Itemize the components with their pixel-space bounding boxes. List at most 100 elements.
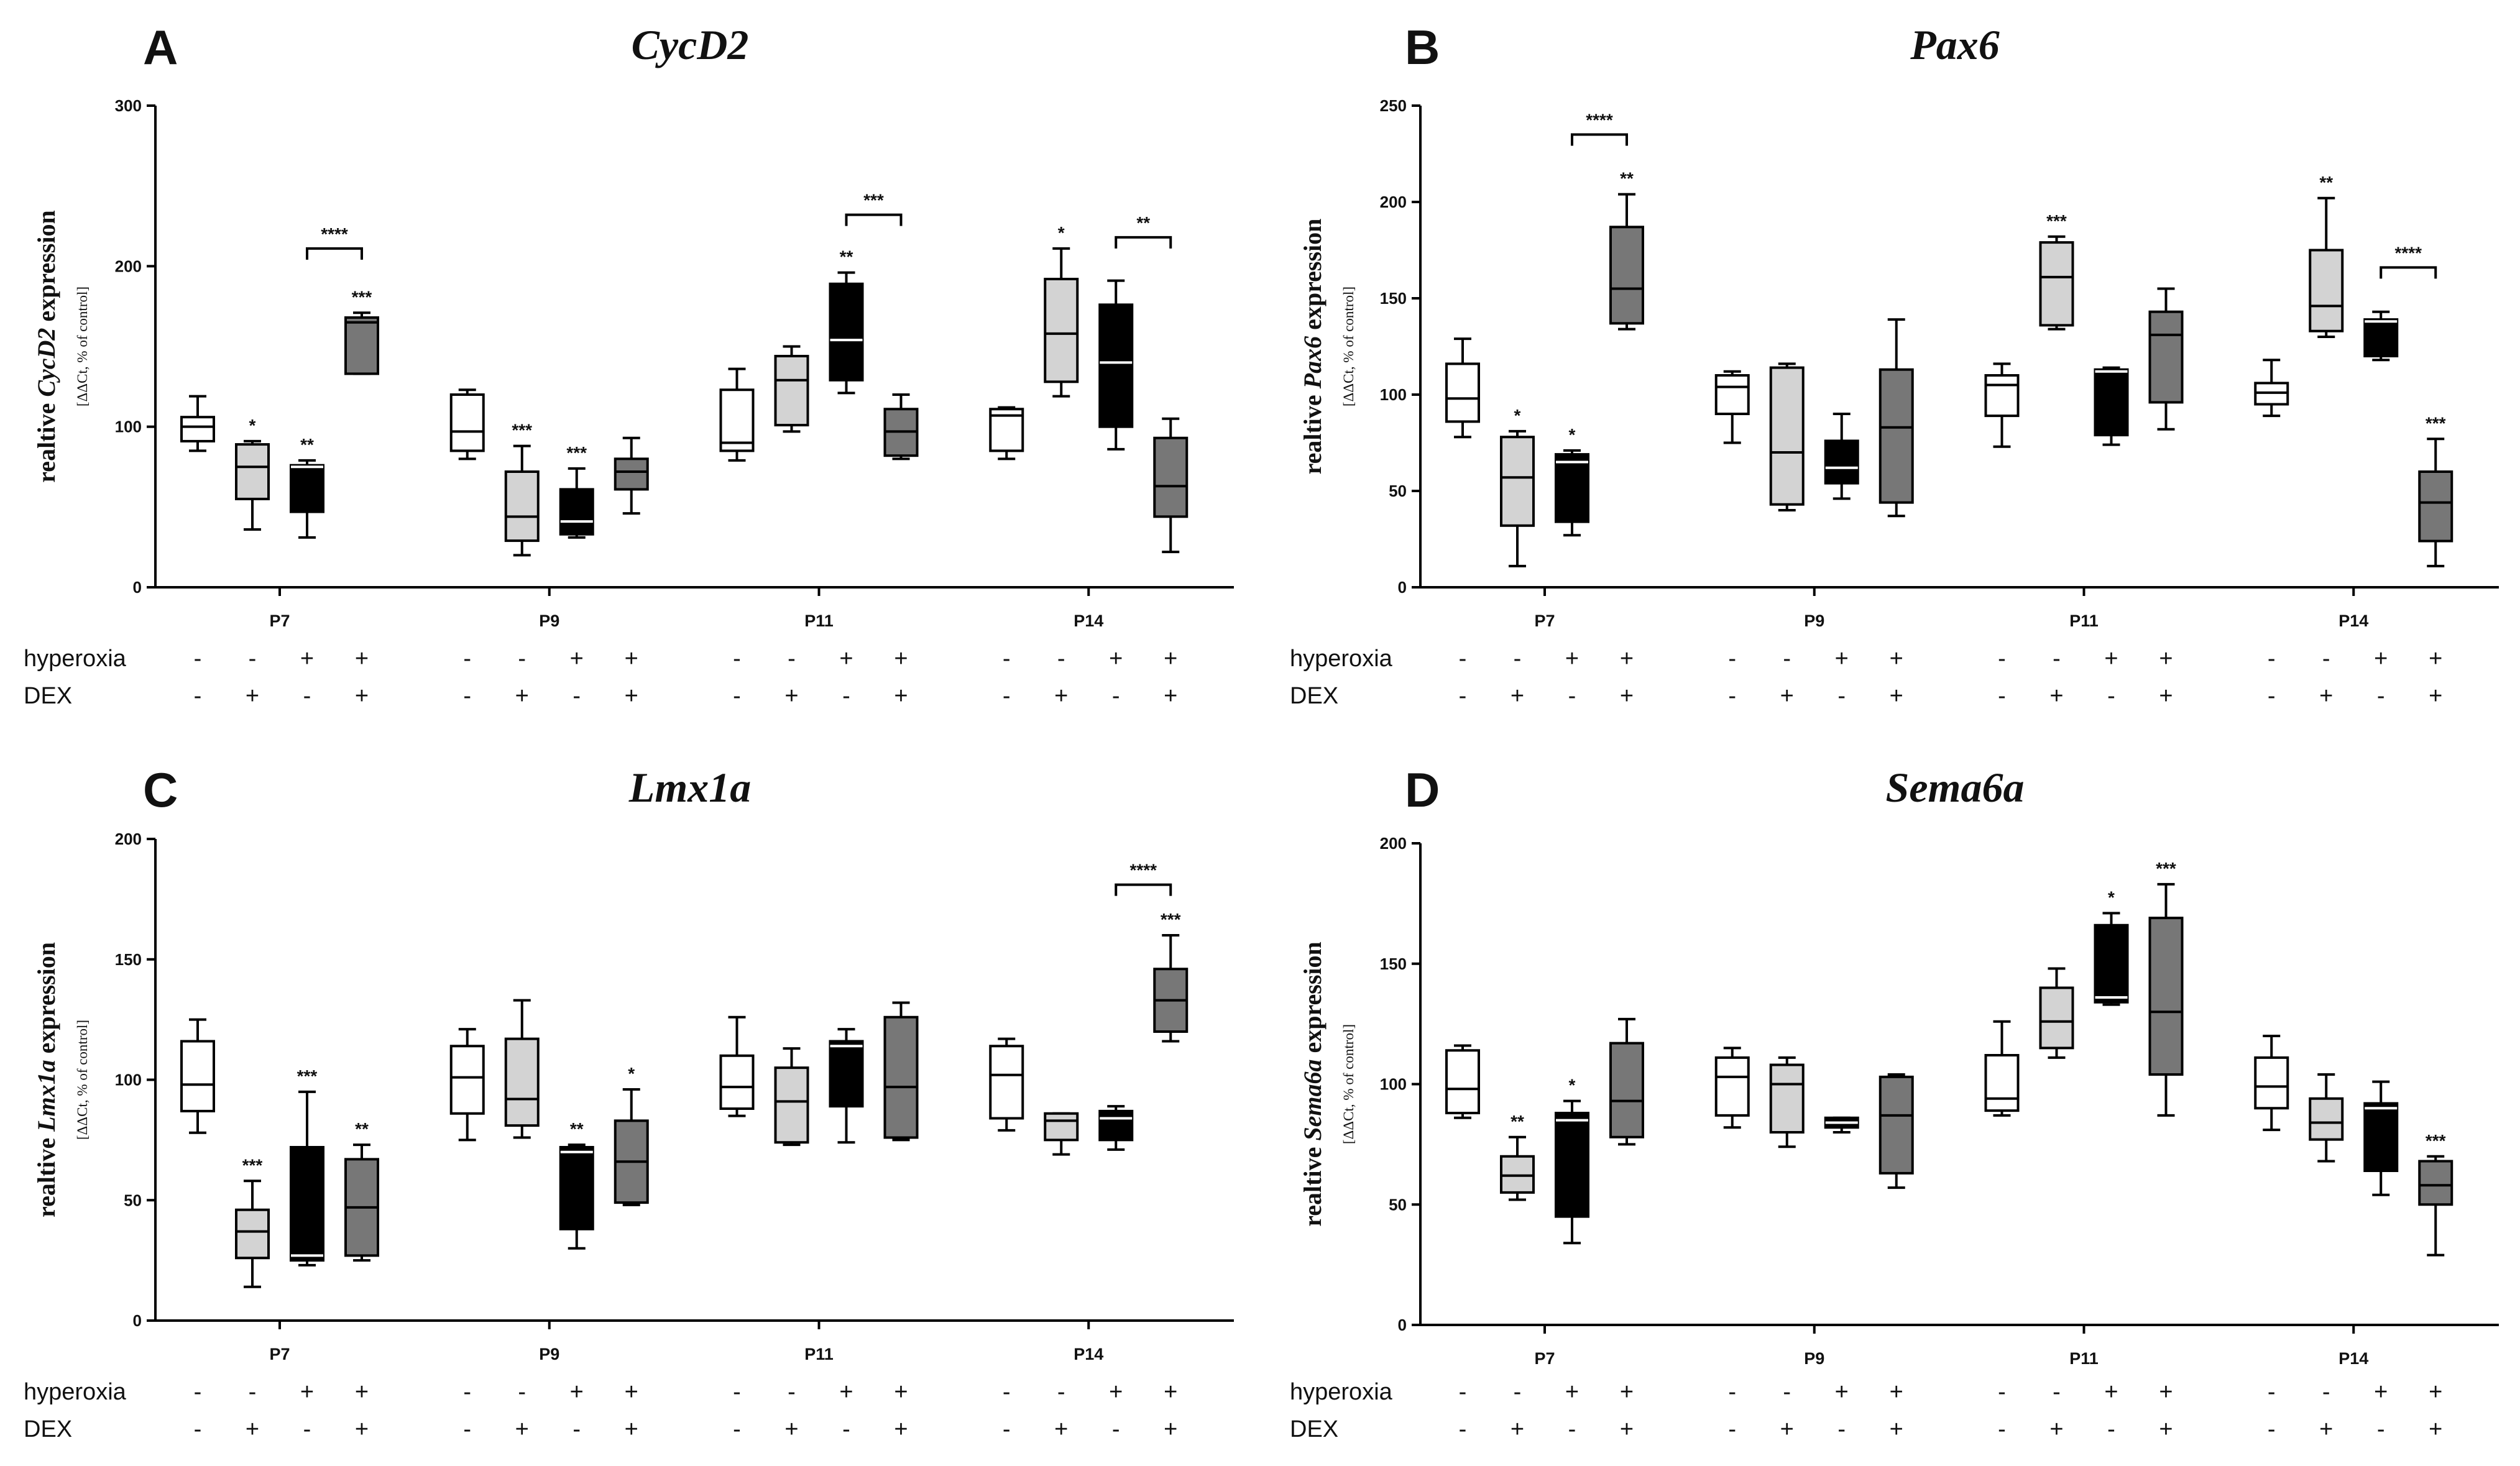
y-tick-label: 100 <box>1380 385 1407 404</box>
condition-sign: + <box>1835 646 1849 672</box>
box-P7-2: *** <box>235 1155 270 1288</box>
condition-sign: + <box>2374 1379 2388 1405</box>
condition-sign: - <box>2377 683 2385 709</box>
box-P7-2: * <box>1500 406 1535 567</box>
condition-sign: - <box>518 646 526 672</box>
box-iqr <box>559 488 594 536</box>
condition-sign: + <box>355 683 369 709</box>
condition-sign: - <box>2107 683 2115 709</box>
box-iqr <box>2094 923 2129 1004</box>
panel-letter: B <box>1405 20 1440 75</box>
box-iqr <box>1555 1112 1589 1218</box>
box-P14-2 <box>2309 1073 2344 1163</box>
condition-sign: - <box>303 683 311 709</box>
y-tick-label: 300 <box>115 96 142 115</box>
box-P7-4: ** <box>1609 169 1644 331</box>
significance-label: ** <box>355 1119 369 1138</box>
condition-sign: - <box>1998 683 2006 709</box>
box-P11-4 <box>2148 287 2184 431</box>
panel-title: Pax6 <box>1910 21 2000 68</box>
condition-sign: + <box>246 1416 259 1442</box>
condition-sign: - <box>2268 1416 2276 1442</box>
comparison-bracket: **** <box>306 224 363 260</box>
box-iqr <box>180 1040 215 1112</box>
box-iqr <box>1714 374 1750 415</box>
significance-label: * <box>628 1064 635 1083</box>
bracket-label: *** <box>863 191 884 210</box>
y-tick-label: 250 <box>1380 96 1407 115</box>
condition-sign: + <box>246 683 259 709</box>
condition-sign: + <box>355 1416 369 1442</box>
condition-sign: - <box>1459 1416 1467 1442</box>
y-tick-label: 150 <box>1380 289 1407 308</box>
bracket-label: ** <box>1136 213 1150 232</box>
condition-sign: + <box>894 683 908 709</box>
condition-sign: + <box>570 646 584 672</box>
box-iqr <box>2039 986 2074 1050</box>
condition-sign: + <box>355 1379 369 1405</box>
condition-sign: - <box>1998 646 2006 672</box>
condition-sign: - <box>1003 1379 1011 1405</box>
y-tick-label: 200 <box>115 257 142 275</box>
condition-sign: - <box>2322 1379 2330 1405</box>
y-tick-label: 0 <box>133 1311 142 1330</box>
condition-sign: - <box>2268 646 2276 672</box>
condition-sign: - <box>733 646 741 672</box>
box-P7-4 <box>1609 1017 1644 1146</box>
box-iqr <box>829 1040 864 1108</box>
condition-sign: - <box>1728 683 1736 709</box>
bracket-line <box>1115 236 1172 249</box>
box-P9-3 <box>1824 413 1859 500</box>
condition-sign: + <box>1164 1379 1177 1405</box>
significance-label: * <box>1569 425 1576 444</box>
box-iqr <box>2418 1160 2453 1206</box>
y-axis-unit: [ΔΔCt, % of control] <box>75 1020 90 1140</box>
condition-sign: - <box>1837 683 1846 709</box>
significance-label: ** <box>2319 173 2333 192</box>
y-axis-unit: [ΔΔCt, % of control] <box>1341 286 1356 406</box>
y-tick-label: 200 <box>1380 834 1407 853</box>
condition-sign: - <box>2053 1379 2061 1405</box>
condition-sign: - <box>2268 683 2276 709</box>
box-P9-1 <box>1714 370 1750 444</box>
box-P14-4: *** <box>2418 413 2453 567</box>
condition-sign: - <box>518 1379 526 1405</box>
condition-sign: + <box>1511 1416 1524 1442</box>
panel-title: CycD2 <box>632 21 749 68</box>
box-iqr <box>1500 436 1535 527</box>
box-iqr <box>1879 1075 1914 1175</box>
y-tick-label: 100 <box>115 1071 142 1089</box>
condition-sign: - <box>1998 1379 2006 1405</box>
y-tick-label: 0 <box>133 578 142 597</box>
box-P11-3 <box>829 1028 864 1144</box>
condition-sign: + <box>1511 683 1524 709</box>
condition-sign: + <box>2049 1416 2063 1442</box>
condition-sign: - <box>194 1379 202 1405</box>
y-tick-label: 50 <box>124 1191 142 1209</box>
box-P7-3: *** <box>290 1066 324 1267</box>
condition-sign: - <box>249 646 257 672</box>
significance-label: *** <box>1161 910 1181 929</box>
box-iqr <box>719 1054 755 1110</box>
significance-label: * <box>1058 223 1065 242</box>
y-tick-label: 0 <box>1398 578 1407 597</box>
panel-B: B Pax6 realtive Pax6 expression [ΔΔCt, % of… <box>1290 20 2499 709</box>
x-category-label: P11 <box>2069 612 2099 630</box>
panel-letter: A <box>143 20 178 75</box>
box-iqr <box>2254 1056 2289 1110</box>
x-category-label: P7 <box>1534 1349 1555 1368</box>
box-P14-4: *** <box>1153 910 1189 1043</box>
box-iqr <box>1445 362 1480 423</box>
condition-sign: + <box>2374 646 2388 672</box>
bracket-line <box>306 247 363 260</box>
box-P14-2: * <box>1044 223 1079 398</box>
box-P9-2 <box>1769 1056 1805 1148</box>
x-category-label: P14 <box>1074 1345 1103 1363</box>
condition-sign: + <box>894 1379 908 1405</box>
box-P7-4: ** <box>344 1119 379 1262</box>
box-P11-3: * <box>2094 887 2129 1006</box>
row-label-hyperoxia: hyperoxia <box>1290 1379 1393 1405</box>
condition-sign: + <box>515 683 529 709</box>
significance-label: *** <box>2046 211 2067 231</box>
